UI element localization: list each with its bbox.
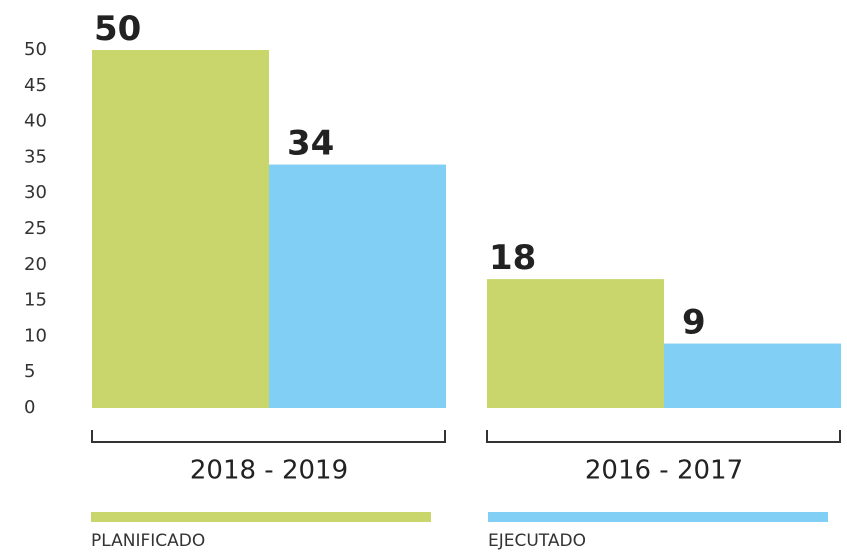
bar: [487, 279, 664, 408]
y-tick-label: 35: [24, 146, 47, 167]
y-tick-label: 10: [24, 325, 47, 346]
x-tick-label: 2016 - 2017: [585, 456, 743, 486]
y-tick-label: 50: [24, 39, 47, 60]
value-label: 18: [489, 238, 536, 278]
y-tick-label: 25: [24, 218, 47, 239]
y-tick-label: 40: [24, 111, 47, 132]
y-tick-label: 20: [24, 254, 47, 275]
value-label: 50: [94, 9, 141, 49]
legend-label: EJECUTADO: [488, 531, 586, 551]
legend-swatch: [91, 512, 431, 522]
group-bracket: [486, 430, 841, 443]
value-label: 9: [682, 303, 706, 343]
y-tick-label: 15: [24, 290, 47, 311]
value-label: 34: [287, 124, 334, 164]
y-tick-label: 45: [24, 75, 47, 96]
x-tick-label: 2018 - 2019: [190, 456, 348, 486]
group-bracket: [91, 430, 446, 443]
legend-swatch: [488, 512, 828, 522]
y-tick-label: 30: [24, 182, 47, 203]
bar: [664, 343, 841, 408]
y-tick-label: 5: [24, 361, 35, 382]
y-tick-label: 0: [24, 397, 35, 418]
bar: [269, 164, 446, 408]
bar: [92, 50, 269, 408]
legend-label: PLANIFICADO: [91, 531, 205, 551]
